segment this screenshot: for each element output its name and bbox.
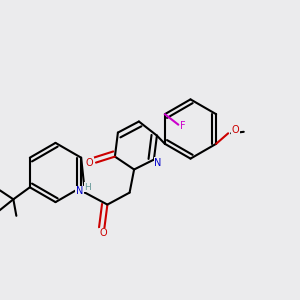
Text: N: N: [154, 158, 162, 168]
Text: O: O: [85, 158, 93, 168]
Text: O: O: [232, 125, 239, 135]
Text: O: O: [99, 228, 107, 239]
Text: N: N: [76, 186, 83, 196]
Text: F: F: [180, 121, 186, 131]
Text: H: H: [85, 183, 91, 192]
